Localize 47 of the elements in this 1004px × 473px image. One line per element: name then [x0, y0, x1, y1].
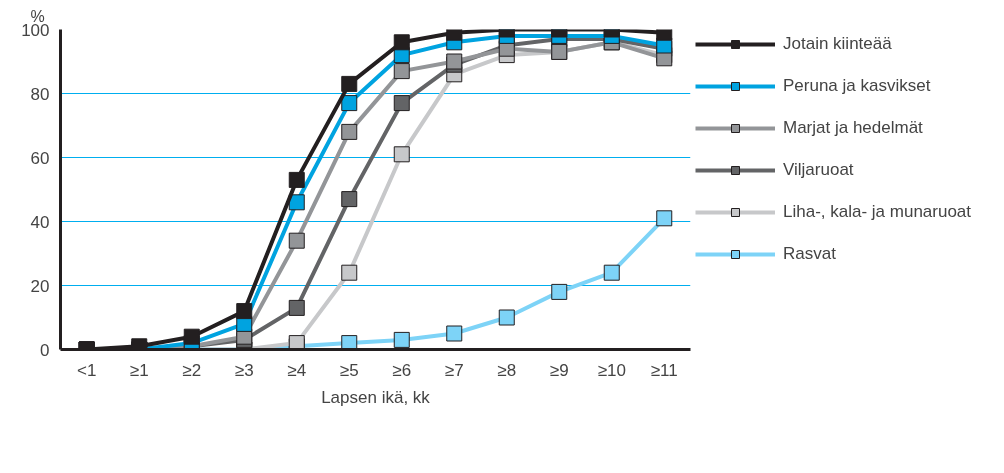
x-tick-label: ≥11	[650, 360, 678, 380]
y-tick-label: 40	[30, 212, 50, 232]
x-tick-label: ≥4	[287, 360, 307, 380]
point	[183, 328, 200, 345]
legend-label: Viljaruoat	[783, 160, 854, 180]
legend-label: Liha-, kala- ja munaruoat	[783, 202, 972, 222]
point	[288, 194, 305, 211]
point	[393, 331, 410, 348]
point	[446, 325, 463, 342]
point	[551, 283, 568, 300]
point	[236, 303, 253, 320]
x-tick-label: ≥6	[392, 360, 412, 380]
x-tick-label: ≥7	[444, 360, 464, 380]
point	[341, 191, 358, 208]
point	[341, 95, 358, 112]
x-tick-label: ≥2	[182, 360, 202, 380]
point	[393, 34, 410, 51]
y-tick-label: 20	[30, 276, 50, 296]
y-tick-label: 0	[40, 340, 50, 360]
y-axis-title: %	[30, 7, 45, 25]
legend-label: Rasvat	[783, 244, 836, 264]
x-tick-label: ≥9	[549, 360, 569, 380]
point	[288, 171, 305, 188]
point	[393, 63, 410, 80]
x-tick-label: ≥5	[339, 360, 359, 380]
point	[498, 309, 515, 326]
point	[393, 95, 410, 112]
x-axis-title: Lapsen ikä, kk	[321, 387, 431, 407]
y-tick-label: 60	[30, 148, 50, 168]
legend-label: Peruna ja kasvikset	[783, 76, 931, 96]
x-tick-label: <1	[77, 360, 97, 380]
point	[341, 264, 358, 281]
legend-label: Marjat ja hedelmät	[783, 118, 923, 138]
point	[393, 146, 410, 163]
x-tick-label: ≥10	[597, 360, 626, 380]
point	[603, 264, 620, 281]
point	[656, 210, 673, 227]
point	[341, 335, 358, 350]
legend-label: Jotain kiinteää	[783, 34, 892, 54]
point	[288, 299, 305, 316]
x-tick-label: ≥1	[129, 360, 149, 380]
x-tick-label: ≥3	[234, 360, 254, 380]
x-tick-label: ≥8	[497, 360, 517, 380]
point	[341, 75, 358, 92]
y-tick-label: 80	[30, 84, 50, 104]
point	[341, 123, 358, 140]
point	[288, 232, 305, 249]
